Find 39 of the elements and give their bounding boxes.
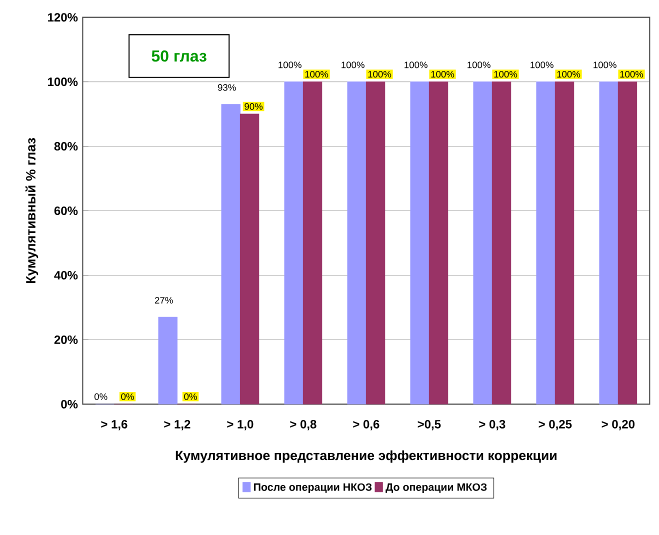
data-label: 90% [244, 103, 263, 110]
y-tick-label: 20% [54, 336, 78, 344]
x-tick-label: > 0,8 [290, 420, 316, 430]
x-tick-label: > 0,6 [353, 420, 380, 430]
data-label: 100% [278, 62, 302, 68]
x-tick-label: > 0,25 [538, 420, 572, 430]
y-tick-label: 40% [54, 271, 78, 280]
y-tick-label: 0% [61, 400, 78, 408]
data-label: 100% [620, 70, 644, 78]
x-tick-label: > 1,0 [227, 420, 254, 430]
data-label: 100% [431, 70, 454, 78]
data-label: 100% [494, 70, 518, 78]
x-tick-label: >0,5 [418, 420, 441, 430]
x-tick-label: > 1,2 [164, 420, 190, 430]
y-tick-label: 60% [54, 206, 78, 216]
data-label: 100% [468, 62, 490, 68]
y-tick-label: 100% [48, 78, 78, 86]
x-tick-label: > 0,20 [602, 420, 635, 430]
y-axis-title: Кумулятивный % глаз [25, 138, 38, 284]
data-label: 100% [368, 70, 392, 78]
data-label: 100% [342, 62, 364, 68]
legend-label: До операции МКОЗ [386, 483, 487, 494]
data-label: 0% [184, 393, 197, 400]
data-label: 0% [121, 393, 134, 400]
data-label: 100% [557, 70, 580, 78]
data-label: 27% [154, 297, 173, 304]
data-label: 100% [305, 70, 328, 78]
annotation: 50 глаз [152, 50, 206, 62]
data-label: 100% [404, 62, 428, 68]
data-label: 100% [594, 62, 616, 68]
x-tick-label: > 1,6 [101, 420, 128, 430]
y-tick-label: 80% [54, 142, 78, 151]
data-label: 100% [530, 62, 554, 68]
legend-label: После операции НКОЗ [254, 483, 372, 494]
data-label: 0% [94, 393, 108, 400]
y-tick-label: 120% [48, 13, 78, 22]
x-tick-label: > 0,3 [479, 420, 506, 430]
x-axis-title: Кумулятивное представление эффективности коррекции [176, 450, 556, 463]
data-label: 93% [218, 84, 236, 91]
